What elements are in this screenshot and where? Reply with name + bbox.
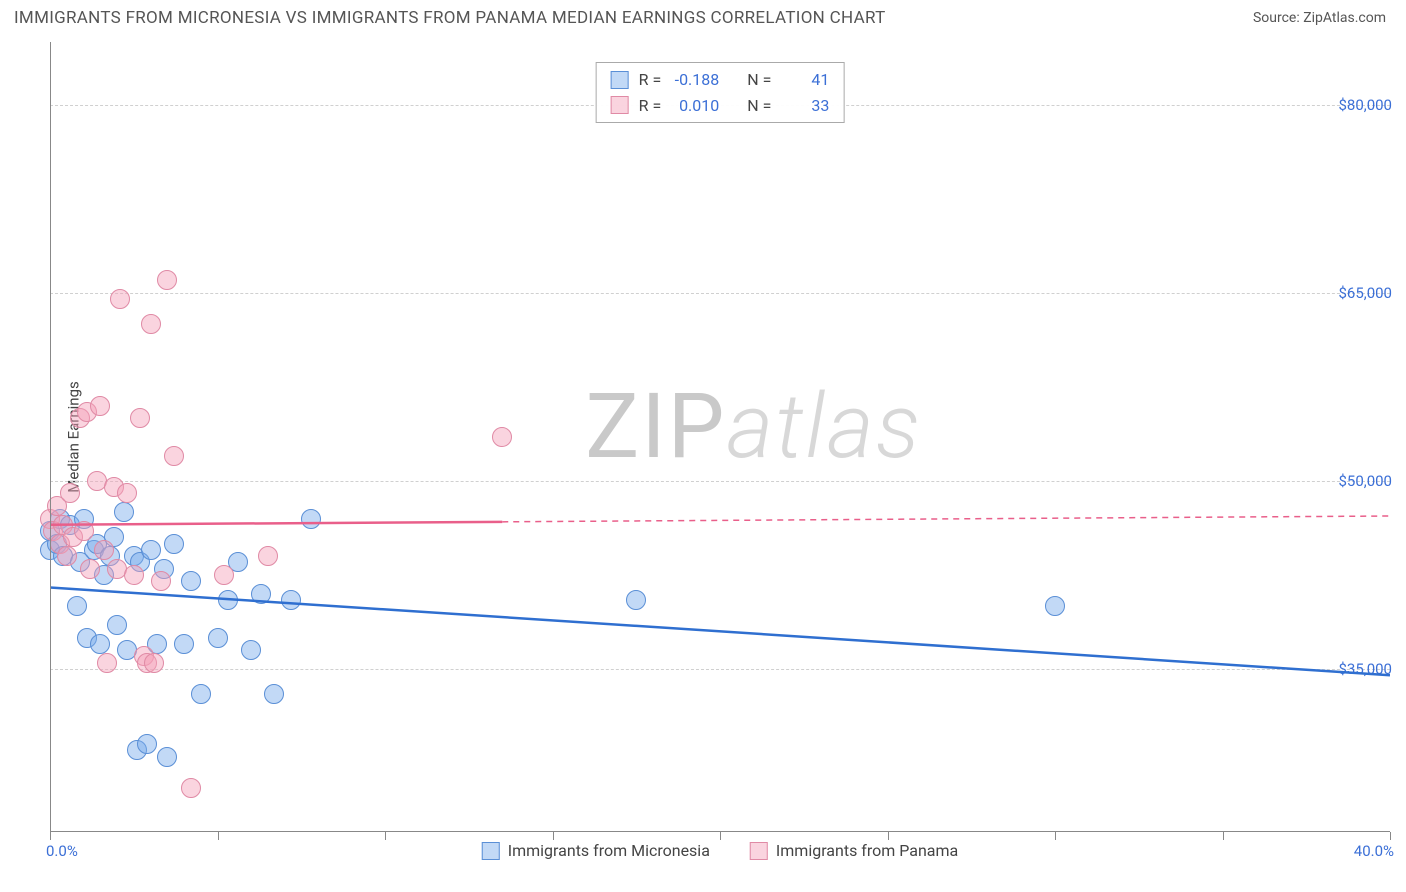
scatter-point-micronesia [1045,596,1065,616]
scatter-point-micronesia [281,590,301,610]
scatter-point-panama [164,446,184,466]
x-tick [1055,832,1056,840]
stat-R-label: R = [639,93,662,119]
scatter-point-micronesia [90,634,110,654]
y-tick-label: $50,000 [1338,472,1392,490]
scatter-point-panama [94,540,114,560]
scatter-point-micronesia [67,596,87,616]
scatter-point-micronesia [164,534,184,554]
y-tick-label: $65,000 [1338,284,1392,302]
source-value: ZipAtlas.com [1303,10,1386,26]
scatter-point-micronesia [181,571,201,591]
scatter-point-micronesia [174,634,194,654]
scatter-point-micronesia [264,684,284,704]
scatter-point-panama [97,653,117,673]
scatter-point-micronesia [218,590,238,610]
scatter-point-micronesia [251,584,271,604]
legend-label: Immigrants from Panama [776,841,958,860]
scatter-point-panama [74,521,94,541]
x-tick [720,832,721,840]
stat-R-label: R = [639,67,662,93]
scatter-point-panama [124,565,144,585]
scatter-point-micronesia [107,615,127,635]
x-tick [1390,832,1391,840]
legend-item-panama: Immigrants from Panama [750,841,958,860]
scatter-point-panama [80,559,100,579]
gridline-h [50,293,1390,294]
legend-label: Immigrants from Micronesia [508,841,710,860]
scatter-point-micronesia [301,509,321,529]
stats-row-panama: R = 0.010 N = 33 [611,93,830,119]
chart-title: IMMIGRANTS FROM MICRONESIA VS IMMIGRANTS… [14,8,886,28]
stat-R-value: -0.188 [671,67,719,93]
legend-swatch-panama [750,842,768,860]
scatter-point-panama [60,483,80,503]
scatter-point-micronesia [157,747,177,767]
scatter-point-panama [141,314,161,334]
scatter-point-micronesia [141,540,161,560]
x-axis-line [50,831,1390,832]
y-tick-label: $35,000 [1338,660,1392,678]
x-tick [50,832,51,840]
series-legend: Immigrants from Micronesia Immigrants fro… [482,841,959,860]
scatter-point-micronesia [208,628,228,648]
stats-legend-box: R = -0.188 N = 41 R = 0.010 N = 33 [596,62,845,123]
stat-N-label: N = [747,93,771,119]
source-label: Source: [1253,10,1300,26]
scatter-point-micronesia [137,734,157,754]
scatter-point-panama [151,571,171,591]
swatch-micronesia [611,71,629,89]
stat-R-value: 0.010 [671,93,719,119]
swatch-panama [611,96,629,114]
gridline-h [50,669,1390,670]
stat-N-value: 41 [781,67,829,93]
scatter-point-micronesia [626,590,646,610]
y-axis-line [50,42,51,832]
scatter-point-panama [181,778,201,798]
correlation-chart: Median Earnings ZIPatlas $35,000$50,000$… [50,42,1390,832]
x-tick-label-left: 0.0% [46,842,78,860]
scatter-point-panama [117,483,137,503]
x-tick-label-right: 40.0% [1354,842,1394,860]
chart-header: IMMIGRANTS FROM MICRONESIA VS IMMIGRANTS… [0,0,1406,32]
scatter-point-panama [492,427,512,447]
scatter-point-panama [144,653,164,673]
plot-area: $35,000$50,000$65,000$80,0000.0%40.0% [50,42,1390,832]
stat-N-value: 33 [781,93,829,119]
scatter-point-micronesia [241,640,261,660]
source-attribution: Source: ZipAtlas.com [1253,10,1386,26]
scatter-point-panama [130,408,150,428]
scatter-point-panama [258,546,278,566]
scatter-point-panama [57,546,77,566]
scatter-point-panama [214,565,234,585]
legend-item-micronesia: Immigrants from Micronesia [482,841,710,860]
scatter-point-panama [110,289,130,309]
y-tick-label: $80,000 [1338,96,1392,114]
scatter-point-panama [90,396,110,416]
x-tick [888,832,889,840]
scatter-point-micronesia [114,502,134,522]
scatter-point-micronesia [191,684,211,704]
legend-swatch-micronesia [482,842,500,860]
stats-row-micronesia: R = -0.188 N = 41 [611,67,830,93]
x-tick [1223,832,1224,840]
scatter-point-panama [157,270,177,290]
gridline-h [50,481,1390,482]
x-tick [553,832,554,840]
x-tick [218,832,219,840]
stat-N-label: N = [747,67,771,93]
x-tick [385,832,386,840]
